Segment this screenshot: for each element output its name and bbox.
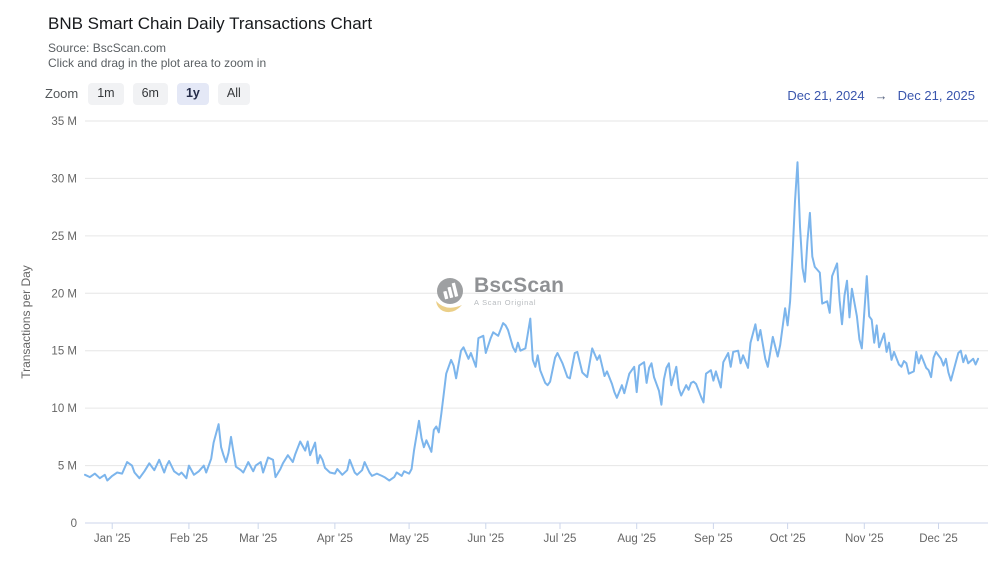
y-axis-tick-label: 5 M [58,461,77,473]
x-axis-tick-label: Jul '25 [544,533,577,545]
bscscan-logo-icon [433,275,467,318]
y-axis-tick-label: 10 M [51,403,77,415]
zoom-toolbar-label: Zoom [45,86,79,102]
x-axis-tick-label: Sep '25 [694,533,733,545]
x-axis-tick-label: Jun '25 [467,533,504,545]
bscscan-watermark: BscScan A Scan Original [433,275,564,318]
x-axis-tick-label: Mar '25 [239,533,277,545]
range-start-date[interactable]: Dec 21, 2024 [787,88,865,103]
chart-hint-line: Click and drag in the plot area to zoom … [48,56,267,70]
range-end-date[interactable]: Dec 21, 2025 [897,88,975,103]
zoom-button-1y[interactable]: 1y [176,83,209,105]
range-arrow-icon: → [874,88,888,103]
chart-source-line: Source: BscScan.com [48,41,167,55]
zoom-button-1m[interactable]: 1m [88,83,124,105]
y-axis-tick-label: 30 M [51,173,77,185]
zoom-button-6m[interactable]: 6m [132,83,168,105]
date-range-display: Dec 21, 2024 → Dec 21, 2025 [787,88,975,103]
x-axis-tick-label: Apr '25 [317,533,353,545]
x-axis-tick-label: Dec '25 [919,533,958,545]
zoom-toolbar: Zoom 1m 6m 1y All [45,83,250,105]
plot-area[interactable] [85,121,988,523]
page-title: BNB Smart Chain Daily Transactions Chart [48,14,373,33]
y-axis-tick-label: 15 M [51,346,77,358]
x-axis-tick-label: Aug '25 [617,533,656,545]
x-axis-tick-label: Jan '25 [94,533,131,545]
y-axis-title: Transactions per Day [19,265,33,379]
y-axis-tick-label: 20 M [51,288,77,300]
series-line [84,161,980,482]
x-axis-tick-label: Feb '25 [170,533,208,545]
x-axis-tick-label: Nov '25 [845,533,884,545]
watermark-brand-name: BscScan [474,274,565,297]
y-axis-tick-label: 0 [71,518,77,530]
watermark-tagline: A Scan Original [474,298,537,307]
y-axis-tick-label: 35 M [51,116,77,128]
x-axis-tick-label: May '25 [389,533,429,545]
x-axis-tick-label: Oct '25 [770,533,806,545]
zoom-button-all[interactable]: All [217,83,250,105]
y-axis-tick-label: 25 M [51,231,77,243]
watermark-text: BscScan A Scan Original [474,275,564,307]
